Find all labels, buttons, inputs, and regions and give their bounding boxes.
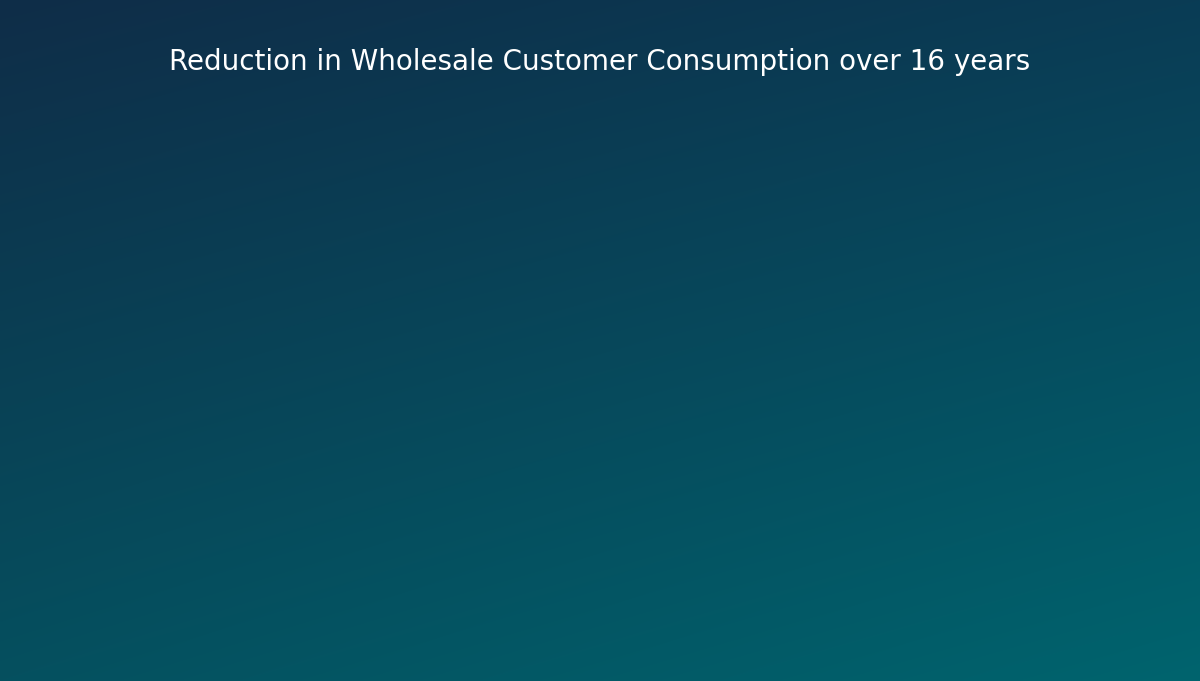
Text: Reduction in Wholesale Customer Consumption over 16 years: Reduction in Wholesale Customer Consumpt… (169, 48, 1031, 76)
Y-axis label: Wholesale Customer Consumption (TWh): Wholesale Customer Consumption (TWh) (96, 183, 114, 553)
Legend: Energy Consumption: Energy Consumption (760, 240, 1013, 272)
